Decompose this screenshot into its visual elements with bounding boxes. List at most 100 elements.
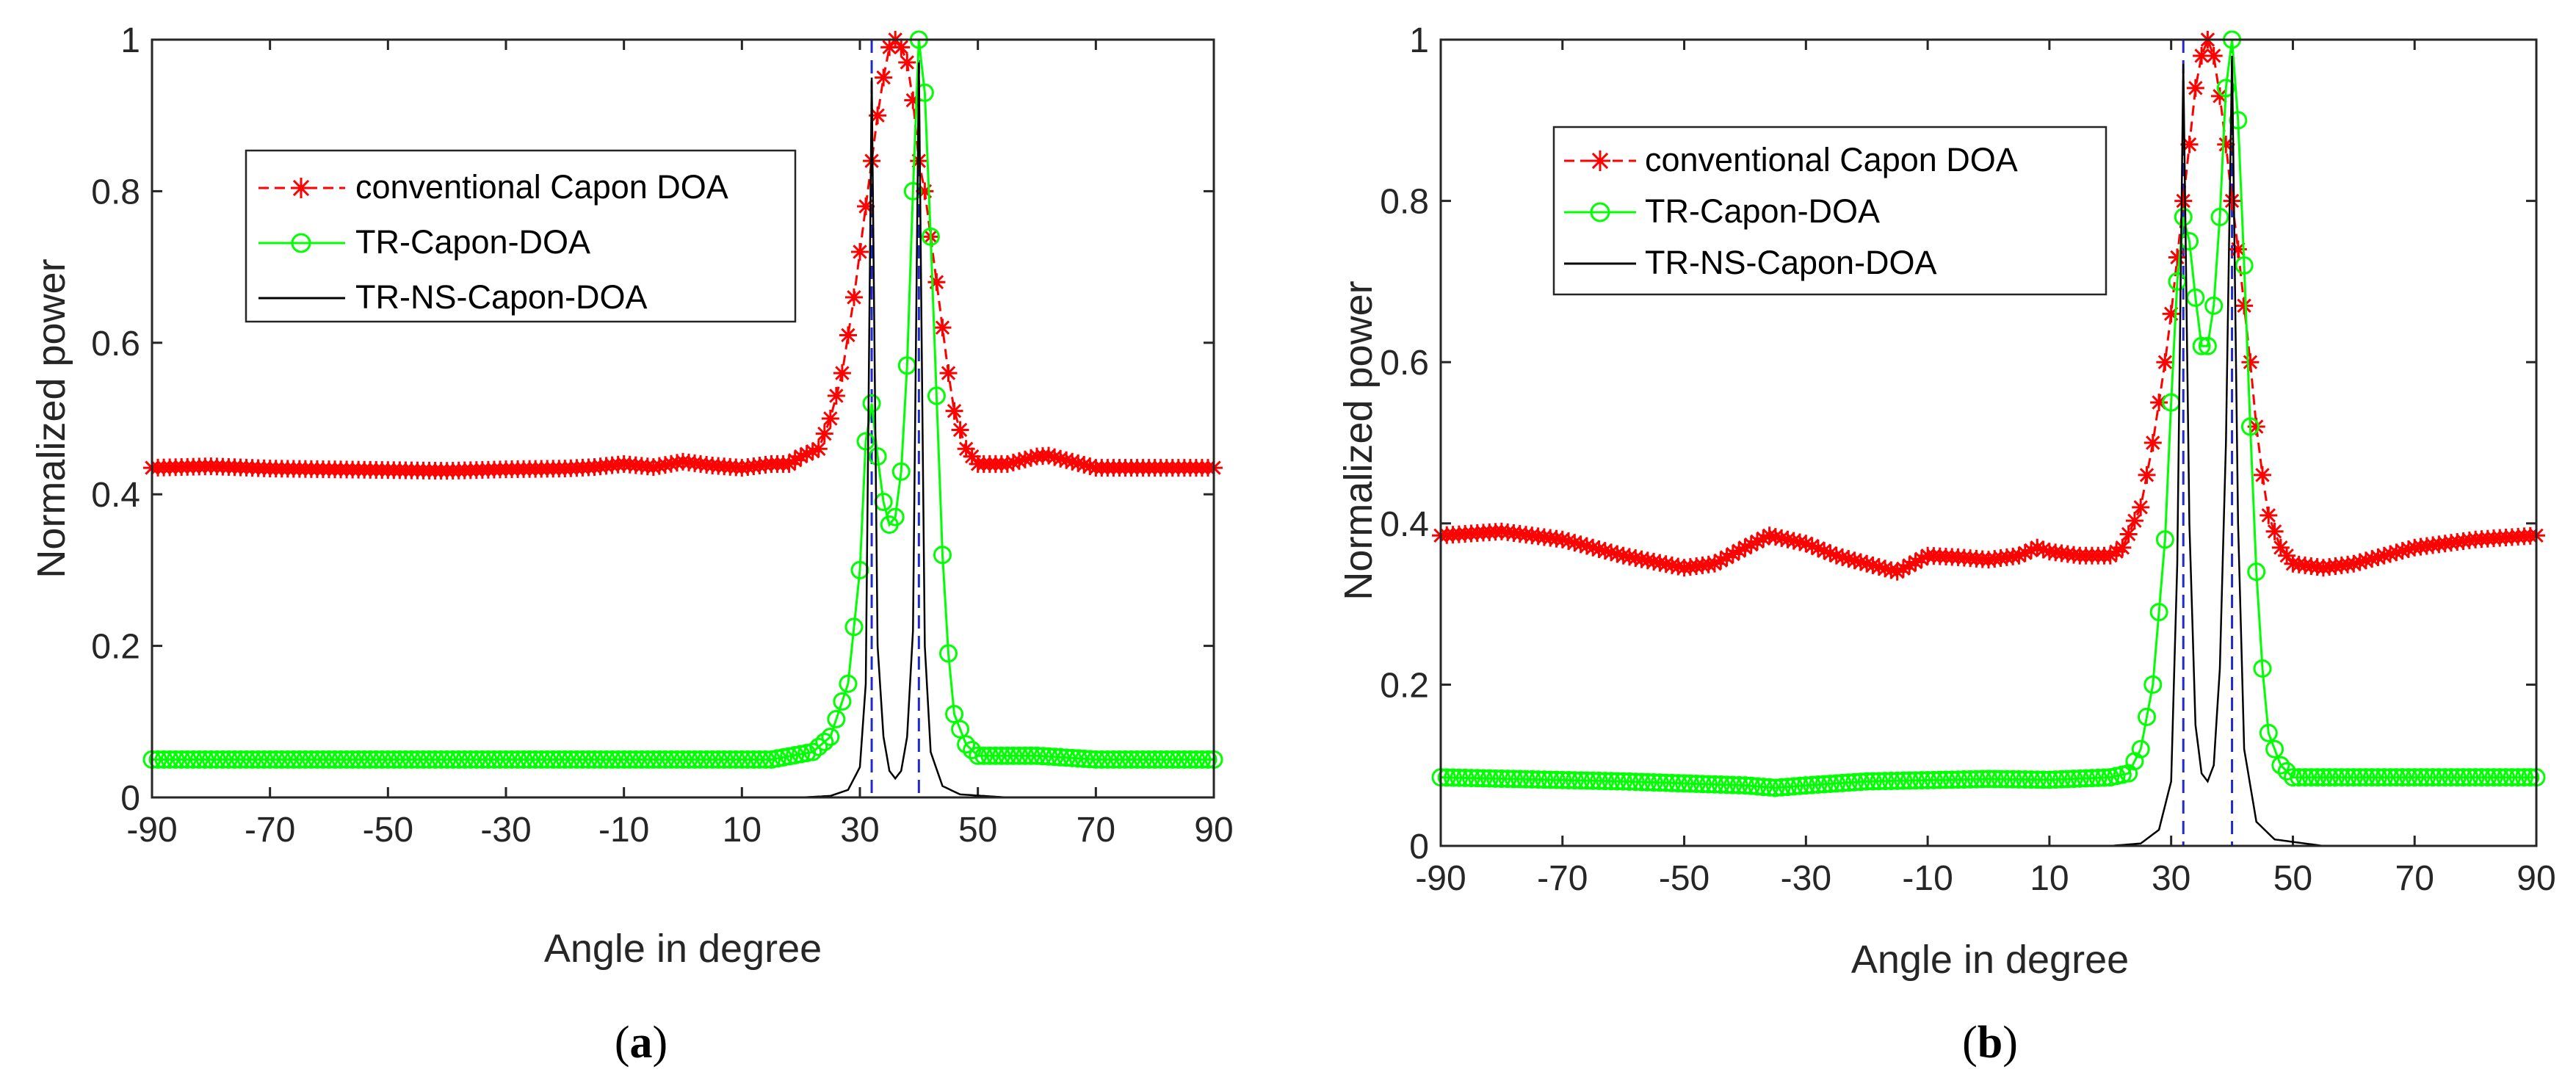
tr-capon-marker	[284, 750, 303, 769]
axes-box	[1439, 38, 2538, 847]
tr-capon-marker	[1529, 770, 1548, 789]
tr-capon-marker	[1110, 750, 1129, 769]
panel-a: -90 -70 -50 -30 -10 10 30 50 70 90 0 0.2 0.4 0.6 0.8 1…	[29, 21, 1234, 1068]
y-tick-label: 0	[1409, 828, 1429, 866]
x-tick-label: 90	[2517, 859, 2555, 898]
tr-capon-marker	[1912, 771, 1931, 790]
tr-capon-marker	[1772, 778, 1791, 797]
tr-capon-marker	[308, 750, 327, 769]
tr-capon-marker	[2027, 770, 2047, 789]
y-tick-label: 0	[120, 779, 140, 818]
capon-marker	[892, 38, 911, 57]
capon-marker	[933, 319, 952, 337]
tr-capon-marker	[1620, 772, 1639, 791]
tr-capon-marker	[839, 674, 858, 693]
tr-capon-marker	[2138, 707, 2157, 726]
tr-capon-marker	[1198, 750, 1218, 769]
tr-capon-marker	[2149, 603, 2168, 622]
tr-capon-marker	[2058, 770, 2077, 789]
tr-capon-marker	[1437, 768, 1456, 787]
tr-capon-marker	[207, 750, 226, 769]
tr-capon-marker	[372, 750, 391, 769]
tr-capon-marker	[2022, 770, 2041, 789]
tr-capon-marker	[1565, 771, 1584, 790]
tr-capon-marker	[662, 750, 681, 769]
tr-capon-marker	[461, 750, 480, 769]
tr-capon-marker	[449, 750, 468, 769]
tr-capon-marker	[2326, 768, 2345, 787]
tr-capon-marker	[1668, 774, 1687, 793]
tr-capon-marker	[732, 750, 751, 769]
tr-capon-marker	[1626, 772, 1645, 792]
tr-capon-marker	[2216, 79, 2235, 98]
tr-capon-marker	[844, 618, 864, 637]
tr-capon-marker	[2094, 768, 2113, 787]
tr-capon-marker	[1784, 777, 1803, 796]
tr-capon-marker	[2308, 768, 2327, 787]
tr-capon-marker	[1461, 769, 1480, 788]
tr-capon-marker	[1833, 773, 1852, 792]
tr-capon-marker	[638, 750, 657, 769]
tr-capon-marker	[1644, 773, 1663, 792]
capon-marker	[809, 440, 828, 458]
tr-capon-marker	[644, 750, 663, 769]
tr-capon-marker	[2155, 530, 2174, 549]
tr-capon-marker	[1004, 746, 1023, 765]
tr-capon-marker	[467, 750, 486, 769]
tr-capon-marker	[1961, 770, 1980, 789]
tr-capon-marker	[1918, 771, 1937, 790]
tr-capon-marker	[886, 507, 905, 526]
tr-capon-marker	[1638, 772, 1657, 792]
capon-marker	[939, 364, 958, 383]
tr-capon-marker	[1699, 775, 1718, 794]
tr-capon-marker	[420, 750, 439, 769]
tr-capon-marker	[201, 750, 220, 769]
tr-capon-marker	[1888, 771, 1907, 790]
tr-capon-marker	[1051, 747, 1070, 767]
tr-capon-marker	[1486, 769, 1505, 788]
tr-capon-marker	[1657, 773, 1676, 792]
panel-caption-letter: b	[1978, 1018, 2002, 1068]
tr-capon-marker	[756, 750, 775, 769]
capon-marker	[2138, 466, 2156, 484]
capon-marker	[2132, 498, 2150, 516]
tr-capon-marker	[963, 741, 982, 759]
capon-marker	[875, 68, 893, 87]
tr-capon-marker	[396, 750, 415, 769]
tr-capon-marker	[154, 750, 173, 769]
tr-capon-marker	[225, 750, 244, 769]
tr-capon-marker	[579, 750, 598, 769]
tr-capon-marker	[1553, 770, 1572, 789]
tr-capon-marker	[1092, 750, 1111, 769]
tr-capon-marker	[390, 750, 409, 769]
tr-capon-marker	[1955, 770, 1974, 789]
tr-capon-marker	[485, 750, 504, 769]
tr-capon-marker	[1027, 746, 1046, 765]
tr-capon-marker	[1663, 773, 1682, 792]
capon-marker	[2254, 466, 2271, 484]
tr-capon-marker	[1057, 748, 1076, 767]
x-tick-label: 70	[2395, 859, 2434, 898]
tr-capon-marker	[479, 750, 498, 769]
tr-capon-marker	[1936, 770, 1955, 789]
tr-capon-marker	[850, 560, 869, 579]
tr-capon-marker	[927, 386, 946, 405]
tr-capon-marker	[1450, 768, 1469, 787]
tr-capon-marker	[2229, 111, 2248, 130]
tr-capon-marker	[549, 750, 568, 769]
tr-capon-marker	[1735, 776, 1754, 795]
tr-capon-marker	[384, 750, 403, 769]
capon-marker	[844, 288, 863, 306]
x-tick-label: -90	[1415, 859, 1466, 898]
tr-capon-marker	[290, 750, 309, 769]
tr-capon-marker	[1754, 778, 1773, 797]
tr-capon-marker	[1510, 770, 1530, 789]
tr-capon-marker	[1650, 773, 1669, 792]
tr-capon-marker	[2240, 417, 2260, 436]
tr-capon-marker	[166, 750, 185, 769]
tr-capon-marker	[414, 750, 433, 769]
tr-capon-marker	[1723, 775, 1743, 794]
tr-capon-marker	[267, 750, 286, 769]
tr-capon-marker	[1063, 748, 1082, 767]
tr-capon-marker	[891, 462, 911, 481]
